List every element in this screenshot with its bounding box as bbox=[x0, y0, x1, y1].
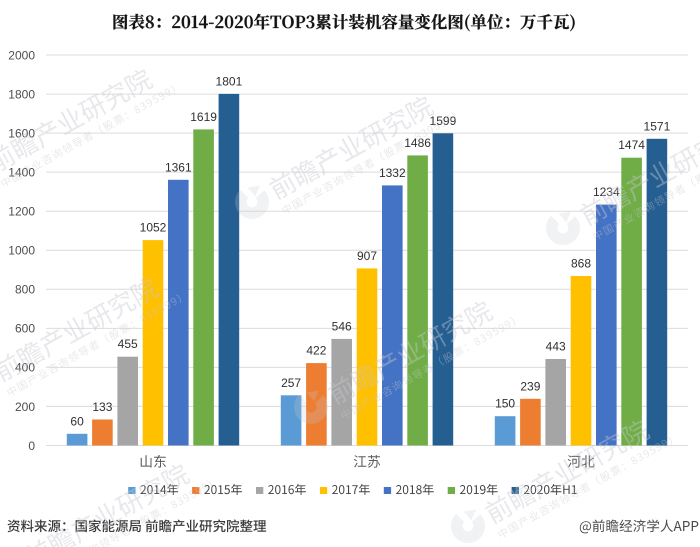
svg-text:0: 0 bbox=[28, 439, 35, 453]
svg-text:907: 907 bbox=[357, 249, 377, 263]
svg-text:1599: 1599 bbox=[430, 114, 457, 128]
svg-text:200: 200 bbox=[15, 400, 35, 414]
svg-text:150: 150 bbox=[495, 397, 515, 411]
svg-text:800: 800 bbox=[15, 283, 35, 297]
svg-text:1000: 1000 bbox=[8, 244, 35, 258]
svg-text:868: 868 bbox=[571, 257, 591, 271]
svg-text:422: 422 bbox=[306, 344, 326, 358]
svg-text:546: 546 bbox=[332, 319, 352, 333]
svg-text:2000: 2000 bbox=[8, 48, 35, 62]
svg-text:455: 455 bbox=[118, 337, 138, 351]
svg-text:443: 443 bbox=[546, 340, 566, 354]
svg-text:133: 133 bbox=[92, 400, 112, 414]
svg-text:1361: 1361 bbox=[165, 160, 192, 174]
svg-text:1801: 1801 bbox=[216, 74, 243, 88]
svg-text:239: 239 bbox=[520, 379, 540, 393]
svg-text:1600: 1600 bbox=[8, 126, 35, 140]
svg-text:60: 60 bbox=[70, 414, 84, 428]
svg-text:1474: 1474 bbox=[618, 138, 645, 152]
svg-text:1619: 1619 bbox=[190, 110, 217, 124]
svg-text:600: 600 bbox=[15, 322, 35, 336]
svg-text:1200: 1200 bbox=[8, 205, 35, 219]
svg-text:1486: 1486 bbox=[404, 136, 431, 150]
svg-text:1052: 1052 bbox=[140, 221, 167, 235]
svg-text:1800: 1800 bbox=[8, 87, 35, 101]
svg-text:257: 257 bbox=[281, 376, 301, 390]
svg-text:1571: 1571 bbox=[644, 119, 671, 133]
svg-text:1332: 1332 bbox=[379, 166, 406, 180]
